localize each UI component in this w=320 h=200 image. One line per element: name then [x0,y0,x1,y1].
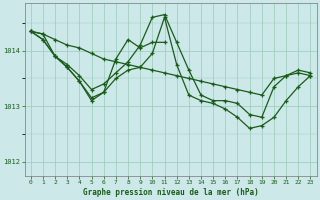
X-axis label: Graphe pression niveau de la mer (hPa): Graphe pression niveau de la mer (hPa) [83,188,259,197]
